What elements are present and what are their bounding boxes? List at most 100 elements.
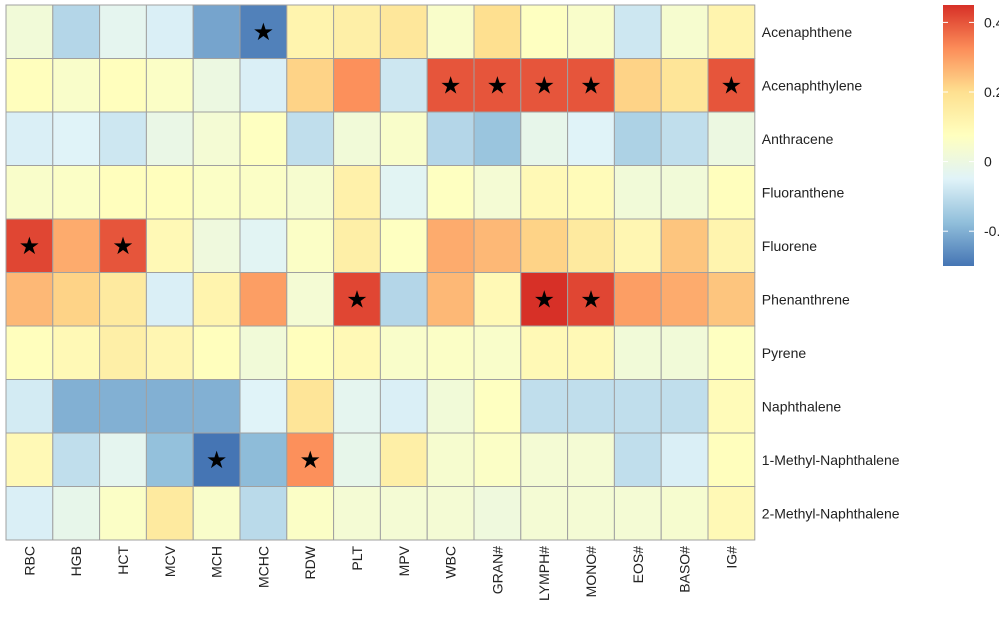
column-labels: RBC HGB HCT MCV MCH MCHC RDW PLT MPV WBC GRAN# LYMP…	[21, 545, 739, 601]
heatmap-cell	[707, 165, 756, 220]
heatmap-cell	[99, 165, 147, 220]
heatmap-cell	[660, 272, 709, 327]
significance-star: ★	[533, 71, 555, 99]
heatmap-cell	[239, 111, 288, 166]
row-label: Fluorene	[762, 238, 817, 254]
heatmap-cell	[286, 111, 335, 166]
heatmap-cell	[52, 4, 101, 59]
heatmap-cell	[99, 58, 147, 113]
heatmap-cell	[707, 486, 756, 541]
heatmap-cell	[145, 218, 194, 273]
heatmap-cell	[333, 379, 381, 434]
heatmap-cell	[473, 325, 522, 380]
heatmap-cell	[239, 379, 288, 434]
heatmap-cell	[192, 165, 241, 220]
heatmap-cell	[473, 218, 522, 273]
heatmap-cell	[473, 272, 522, 327]
heatmap-cell	[5, 432, 54, 487]
heatmap-cell	[145, 272, 194, 327]
heatmap-cell	[5, 111, 54, 166]
heatmap-cell	[707, 432, 756, 487]
column-label: WBC	[443, 546, 459, 579]
heatmap-cell	[426, 272, 475, 327]
heatmap-cell	[333, 165, 381, 220]
heatmap-cell	[286, 325, 335, 380]
heatmap-cell	[379, 379, 428, 434]
heatmap-cell	[473, 486, 522, 541]
heatmap-cell	[239, 218, 288, 273]
column-label: MCHC	[255, 546, 271, 588]
heatmap-cell	[52, 111, 101, 166]
column-label: LYMPH#	[536, 546, 552, 601]
heatmap-cell	[660, 218, 709, 273]
heatmap-cell	[379, 486, 428, 541]
heatmap-cell	[473, 165, 522, 220]
column-label: MCV	[162, 545, 178, 577]
heatmap-cell	[5, 379, 54, 434]
significance-star: ★	[346, 285, 368, 313]
heatmap-cell	[473, 4, 522, 59]
heatmap-cell	[99, 325, 147, 380]
heatmap-cell	[192, 4, 241, 59]
heatmap-cell	[239, 272, 288, 327]
heatmap-cell	[145, 111, 194, 166]
heatmap-cell	[5, 272, 54, 327]
heatmap-cell	[333, 486, 381, 541]
heatmap-cell	[426, 218, 475, 273]
heatmap-cell	[567, 218, 615, 273]
heatmap-cell	[520, 325, 569, 380]
heatmap-cell	[99, 486, 147, 541]
colorbar: 0.4 0.2 0 -0.2	[943, 5, 999, 266]
heatmap-cell	[286, 486, 335, 541]
heatmap-cell	[99, 218, 147, 273]
heatmap-cell	[52, 272, 101, 327]
heatmap-cell	[192, 58, 241, 113]
heatmap-cell	[52, 432, 101, 487]
heatmap-cell	[660, 58, 709, 113]
heatmap-cell	[426, 486, 475, 541]
heatmap-cell	[520, 4, 569, 59]
significance-star: ★	[206, 446, 228, 474]
heatmap-cell	[286, 165, 335, 220]
heatmap-cell	[379, 4, 428, 59]
heatmap-cell	[613, 272, 662, 327]
column-label: GRAN#	[489, 546, 505, 594]
heatmap-cell	[379, 111, 428, 166]
heatmap-cell	[145, 325, 194, 380]
heatmap-cell	[52, 218, 101, 273]
heatmap-cell	[660, 325, 709, 380]
heatmap-cell	[660, 432, 709, 487]
heatmap-cell	[333, 325, 381, 380]
heatmap-cell	[145, 486, 194, 541]
heatmap-cell	[613, 325, 662, 380]
heatmap-cell	[426, 111, 475, 166]
heatmap-cell	[707, 379, 756, 434]
colorbar-tick-label: 0.2	[984, 84, 999, 100]
heatmap-cell	[239, 4, 288, 59]
heatmap-cell	[379, 432, 428, 487]
row-label: Fluoranthene	[762, 184, 845, 200]
heatmap-cell	[145, 165, 194, 220]
row-label: Anthracene	[762, 131, 834, 147]
heatmap-cell	[286, 218, 335, 273]
heatmap-cell	[145, 58, 194, 113]
heatmap-cell	[52, 379, 101, 434]
colorbar-gradient	[943, 5, 974, 266]
heatmap-cell	[426, 165, 475, 220]
heatmap-cells	[5, 4, 756, 541]
colorbar-tick-label: 0	[984, 154, 992, 170]
heatmap-cell	[613, 379, 662, 434]
column-label: MCH	[209, 546, 225, 578]
heatmap-cell	[192, 272, 241, 327]
heatmap-cell	[145, 432, 194, 487]
colorbar-ticks: 0.4 0.2 0 -0.2	[943, 14, 999, 239]
heatmap-cell	[520, 218, 569, 273]
column-label: BASO#	[677, 546, 693, 593]
heatmap-cell	[99, 272, 147, 327]
column-label: RBC	[21, 546, 37, 576]
heatmap-cell	[286, 58, 335, 113]
heatmap-cell	[613, 165, 662, 220]
heatmap-cell	[520, 165, 569, 220]
heatmap-cell	[567, 165, 615, 220]
